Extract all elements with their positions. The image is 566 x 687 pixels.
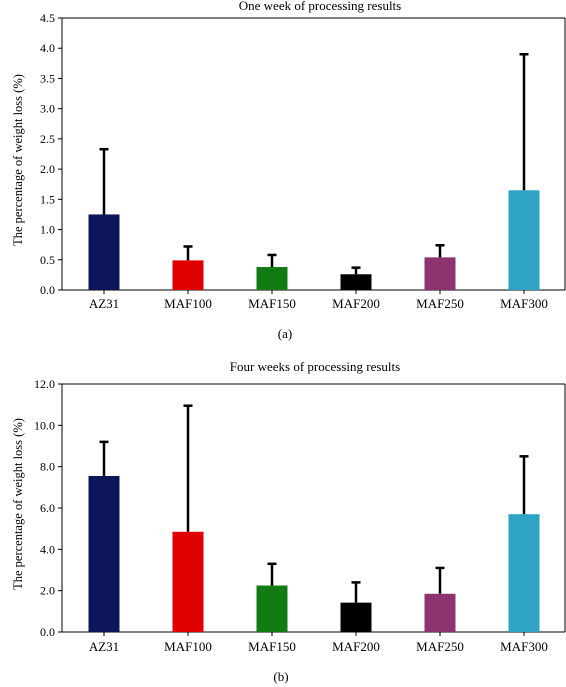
chart-a-plot: 0.0 0.5 1.0 1.5 2.0 2.5 3.0 3.5 4.0 4.5 AZ31 MAF100… <box>40 11 566 311</box>
chart-a-category-label: MAF300 <box>500 296 548 311</box>
chart-a-category-label: AZ31 <box>89 296 119 311</box>
chart-b-bar-az31 <box>88 475 120 632</box>
chart-b-ytick-label: 10.0 <box>34 418 55 432</box>
chart-a-ytick-label: 1.0 <box>40 223 55 237</box>
chart-a-bar-maf150 <box>256 267 288 290</box>
chart-a-bar-maf200 <box>340 274 372 290</box>
chart-a-category-label: MAF250 <box>416 296 464 311</box>
chart-a-ytick-label: 1.5 <box>40 192 55 206</box>
chart-b-title: Four weeks of processing results <box>230 359 400 374</box>
chart-b-ytick-label: 6.0 <box>40 501 55 515</box>
chart-a-bar-maf250 <box>424 257 456 290</box>
chart-a-ytick-label: 2.0 <box>40 162 55 176</box>
chart-a-ytick-label: 0.0 <box>40 283 55 297</box>
chart-b-bar-maf300 <box>508 514 540 632</box>
chart-a-category-label: MAF150 <box>248 296 296 311</box>
chart-b-ytick-label: 0.0 <box>40 625 55 639</box>
chart-b-bar-maf250 <box>424 593 456 632</box>
chart-b-ytick-label: 2.0 <box>40 584 55 598</box>
chart-a-bar-az31 <box>88 214 120 290</box>
chart-b-category-label: MAF150 <box>248 639 296 654</box>
chart-b-category-label: MAF100 <box>164 639 212 654</box>
chart-a-panel-label: (a) <box>278 326 292 341</box>
chart-b-ylabel: The percentage of weight loss (%) <box>11 418 25 590</box>
chart-b-category-label: MAF300 <box>500 639 548 654</box>
chart-a-category-label: MAF100 <box>164 296 212 311</box>
chart-a-ytick-label: 2.5 <box>40 132 55 146</box>
chart-b-category-label: MAF200 <box>332 639 380 654</box>
chart-b: Four weeks of processing results The per… <box>11 359 566 684</box>
chart-a-ylabel: The percentage of weight loss (%) <box>11 74 25 246</box>
chart-a-title: One week of processing results <box>239 0 401 13</box>
chart-b-plot: 0.0 2.0 4.0 6.0 8.0 10.0 12.0 AZ31 MAF100 MAF150 M… <box>34 377 566 654</box>
chart-a-bar-maf300 <box>508 190 540 290</box>
chart-a-ytick-label: 0.5 <box>40 253 55 267</box>
chart-a-ytick-label: 3.5 <box>40 71 55 85</box>
chart-b-category-label: MAF250 <box>416 639 464 654</box>
chart-b-bar-maf150 <box>256 585 288 632</box>
chart-a-ytick-label: 4.0 <box>40 41 55 55</box>
chart-a-bar-maf100 <box>172 260 204 290</box>
chart-b-bar-maf200 <box>340 602 372 632</box>
chart-b-category-label: AZ31 <box>89 639 119 654</box>
chart-a-ytick-label: 3.0 <box>40 102 55 116</box>
chart-b-bar-maf100 <box>172 531 204 632</box>
chart-a-category-label: MAF200 <box>332 296 380 311</box>
chart-b-ytick-label: 4.0 <box>40 542 55 556</box>
chart-b-ytick-label: 12.0 <box>34 377 55 391</box>
chart-a: One week of processing results The perce… <box>11 0 566 341</box>
chart-b-ytick-label: 8.0 <box>40 460 55 474</box>
chart-b-panel-label: (b) <box>273 669 288 684</box>
chart-a-ytick-label: 4.5 <box>40 11 55 25</box>
